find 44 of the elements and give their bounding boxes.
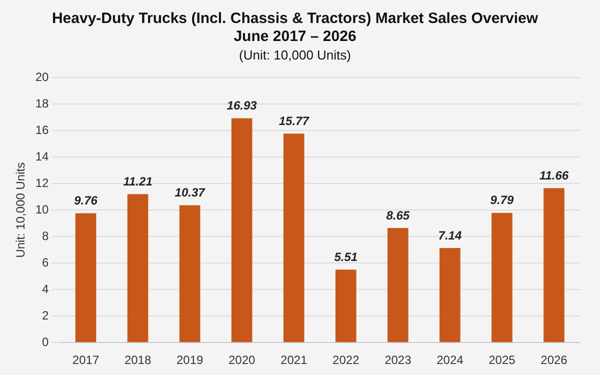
y-tick-label: 18 — [35, 96, 50, 110]
bar — [492, 212, 512, 342]
data-label: 11.66 — [539, 168, 569, 182]
bar — [75, 213, 96, 342]
data-label: 9.79 — [490, 193, 514, 208]
bar — [335, 270, 356, 342]
data-label: 5.51 — [334, 250, 358, 264]
x-tick-label: 2026 — [540, 353, 568, 368]
data-label: 11.21 — [123, 174, 153, 188]
bar — [544, 188, 564, 342]
data-label: 9.76 — [74, 194, 98, 208]
data-label: 16.93 — [226, 98, 258, 113]
data-label: 7.14 — [438, 228, 462, 242]
x-tick-label: 2019 — [176, 353, 204, 368]
y-tick-label: 12 — [35, 176, 50, 190]
bar — [231, 118, 252, 342]
x-tick-label: 2024 — [436, 353, 464, 368]
y-tick-label: 10 — [35, 202, 50, 216]
x-tick-label: 2017 — [72, 353, 100, 368]
chart-title: Heavy-Duty Trucks (Incl. Chassis & Tractors) Market Sales Overview June 2017 – 2026 — [52, 10, 538, 46]
x-tick-label: 2022 — [332, 353, 360, 368]
y-axis-title: Unit: 10,000 Units — [14, 162, 28, 258]
data-label: 15.77 — [278, 114, 310, 128]
data-label: 8.65 — [386, 208, 410, 222]
y-tick-label: 6 — [42, 255, 50, 270]
bar — [283, 134, 304, 342]
x-tick-label: 2023 — [384, 353, 412, 368]
x-tick-label: 2018 — [124, 353, 152, 368]
x-tick-label: 2025 — [488, 353, 516, 368]
bar — [388, 228, 408, 342]
y-tick-label: 4 — [42, 282, 50, 296]
y-tick-label: 14 — [35, 149, 50, 164]
x-tick-label: 2021 — [280, 353, 308, 368]
chart-subtitle: (Unit: 10,000 Units) — [239, 47, 351, 62]
bar — [440, 248, 460, 342]
data-label: 10.37 — [174, 186, 206, 200]
bar — [179, 205, 200, 342]
bar — [127, 194, 148, 342]
y-tick-label: 20 — [35, 70, 50, 84]
y-tick-label: 0 — [42, 334, 50, 349]
y-tick-label: 8 — [42, 228, 50, 243]
y-tick-label: 16 — [35, 122, 50, 137]
y-tick-label: 2 — [42, 308, 50, 322]
x-tick-label: 2020 — [228, 353, 256, 368]
